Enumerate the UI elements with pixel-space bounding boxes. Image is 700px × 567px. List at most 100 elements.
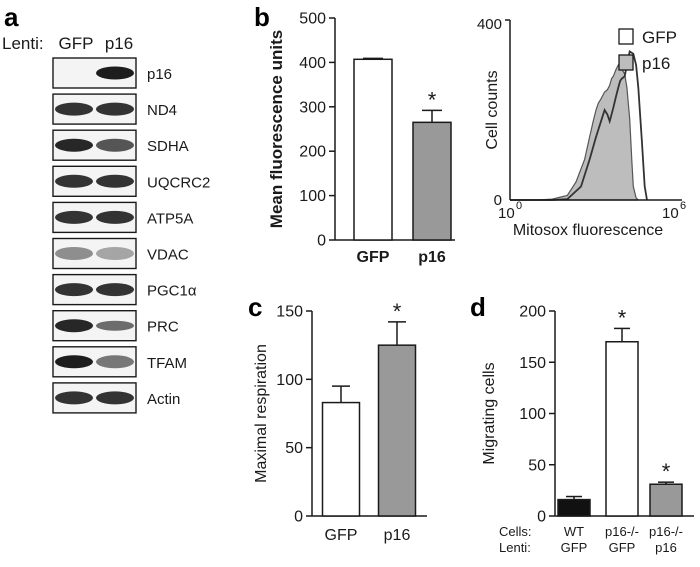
chart-d-bar: 0 50 100 150 200 Migrating cells * * Cells:Lenti… xyxy=(481,304,694,555)
blot-band xyxy=(96,174,134,188)
significance-star: * xyxy=(428,87,437,112)
y-tick-label: 100 xyxy=(299,188,326,205)
panel-b-label: b xyxy=(254,2,270,32)
x-tick-label: GFP xyxy=(325,527,358,544)
y-tick-label: 50 xyxy=(528,457,546,474)
panel-a-label: a xyxy=(4,2,19,32)
x-tick-label-lenti: GFP xyxy=(609,540,636,555)
blot-band xyxy=(96,247,134,260)
blot-band xyxy=(96,66,134,80)
blot-protein-label: Actin xyxy=(147,391,180,408)
blot-protein-label: PRC xyxy=(147,319,179,336)
legend-swatch xyxy=(618,54,634,71)
blot-band xyxy=(55,102,93,116)
significance-star: * xyxy=(618,305,627,330)
y-tick-label: 400 xyxy=(477,16,502,33)
y-tick-label: 500 xyxy=(299,11,326,28)
blot-band xyxy=(55,210,93,224)
x-tick-label-cells: p16-/- xyxy=(649,524,683,539)
blot-lane-label: p16 xyxy=(105,34,133,53)
y-tick-label: 150 xyxy=(276,304,303,321)
y-tick-label: 100 xyxy=(276,372,303,389)
blot-band xyxy=(55,319,93,333)
legend-label: p16 xyxy=(642,54,670,73)
blot-protein-label: ATP5A xyxy=(147,210,193,227)
blot-protein-label: SDHA xyxy=(147,138,189,155)
legend-label: GFP xyxy=(642,28,677,47)
y-tick-label: 200 xyxy=(299,144,326,161)
bar xyxy=(353,58,393,241)
series-p16-area xyxy=(510,63,639,201)
x-tick-label-base: 10 xyxy=(662,205,679,222)
blot-band xyxy=(96,391,134,405)
y-tick-label: 100 xyxy=(519,406,546,423)
x-tick-label-exponent: 0 xyxy=(516,200,522,212)
blot-band xyxy=(55,247,93,260)
blot-protein-label: ND4 xyxy=(147,102,177,119)
x-tick-label: p16 xyxy=(418,249,446,266)
y-axis-label: Cell counts xyxy=(484,70,501,149)
y-axis-label: Maximal respiration xyxy=(253,344,270,483)
x-tick-label-lenti: p16 xyxy=(655,540,677,555)
blot-band xyxy=(96,102,134,116)
y-tick-label: 200 xyxy=(519,304,546,321)
series-gfp-line xyxy=(510,50,648,201)
y-tick-label: 0 xyxy=(294,509,303,526)
y-tick-label: 50 xyxy=(285,440,303,457)
blot-band xyxy=(96,355,134,369)
bar xyxy=(605,341,639,517)
significance-star: * xyxy=(662,459,671,484)
lenti-label: Lenti: xyxy=(2,34,44,53)
y-axis-label: Migrating cells xyxy=(481,362,498,464)
chart-c-bar: 0 50 100 150 Maximal respiration * GFP p16 xyxy=(253,299,427,544)
x-tick-label-base: 10 xyxy=(498,205,515,222)
blot-protein-label: VDAC xyxy=(147,247,189,264)
x-tick-label-lenti: GFP xyxy=(561,540,588,555)
y-axis-label: Mean fluorescence units xyxy=(267,30,286,228)
blot-band xyxy=(55,391,93,405)
chart-b-bar: 0 100 200 300 400 500 Mean fluorescence units *… xyxy=(267,11,455,266)
blot-band xyxy=(55,355,93,369)
bar xyxy=(321,401,361,517)
blot-band xyxy=(96,210,134,224)
x-tick-label-cells: p16-/- xyxy=(605,524,639,539)
bar xyxy=(412,121,452,241)
blot-band xyxy=(55,138,93,152)
blot-band xyxy=(96,320,134,331)
blot-protein-label: p16 xyxy=(147,66,172,83)
y-tick-label: 0 xyxy=(537,509,546,526)
y-tick-label: 300 xyxy=(299,99,326,116)
x-tick-label-exponent: 6 xyxy=(680,200,686,212)
blot-band xyxy=(55,174,93,188)
x-tick-label: p16 xyxy=(384,527,411,544)
blot-band xyxy=(96,283,134,297)
blot-protein-label: UQCRC2 xyxy=(147,174,210,191)
legend-swatch xyxy=(618,28,634,45)
blot-lane-headers: GFP p16 xyxy=(59,34,134,53)
blot-band xyxy=(55,283,93,297)
blot-lane-label: GFP xyxy=(59,34,94,53)
x-tick-label-cells: WT xyxy=(564,524,584,539)
blot-protein-label: TFAM xyxy=(147,355,187,372)
bar xyxy=(377,344,417,517)
x-axis-label: Mitosox fluorescence xyxy=(513,222,663,239)
blot-protein-label: PGC1α xyxy=(147,283,197,300)
y-tick-label: 0 xyxy=(494,192,502,209)
x-tick-label: GFP xyxy=(357,249,390,266)
western-blot: p16 ND4 SDHA UQCRC2 ATP5A VDAC PGC1α PRC TFAM Act… xyxy=(52,57,210,414)
bar xyxy=(557,498,591,517)
y-tick-label: 150 xyxy=(519,355,546,372)
row-label: Lenti: xyxy=(499,540,531,555)
significance-star: * xyxy=(393,299,402,324)
blot-band xyxy=(96,138,134,152)
blot-strip xyxy=(52,237,137,270)
panel-c-label: c xyxy=(248,292,262,322)
y-tick-label: 400 xyxy=(299,55,326,72)
panel-d-label: d xyxy=(470,292,486,322)
panel-d: d 0 50 100 150 200 Migrating cells * * Cells:Len… xyxy=(470,292,694,555)
panel-c: c 0 50 100 150 Maximal respiration * GFP p16 xyxy=(248,292,427,544)
row-label: Cells: xyxy=(499,524,532,539)
